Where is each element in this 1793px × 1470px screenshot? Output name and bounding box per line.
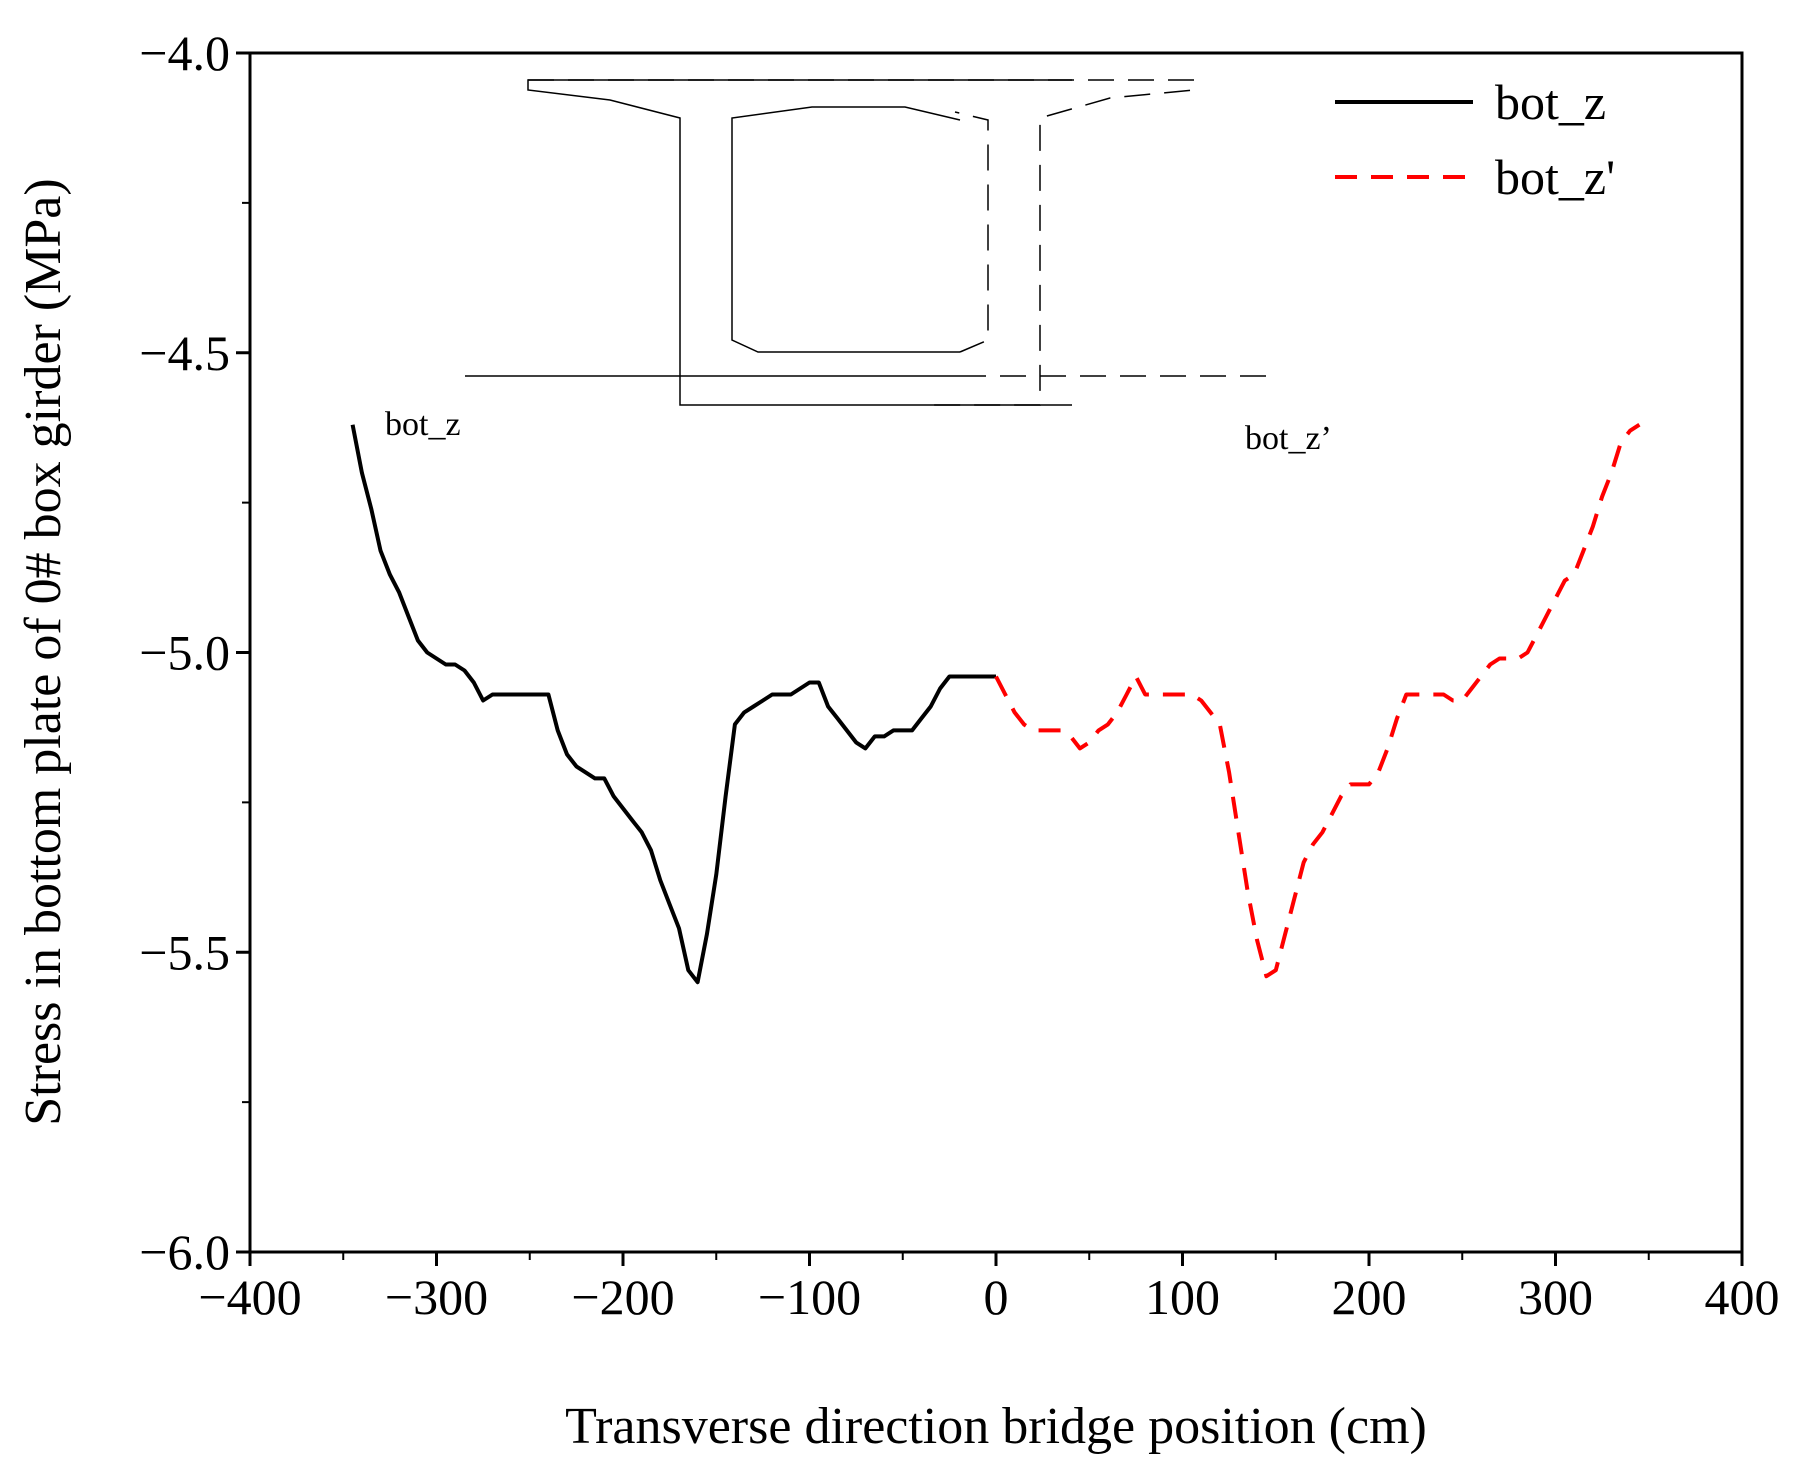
x-tick-label: 400: [1705, 1269, 1780, 1325]
x-tick-label: −100: [758, 1269, 861, 1325]
series-layer: [350, 423, 1641, 985]
legend-label-bot-z-prime: bot_z': [1495, 149, 1615, 205]
series-line-bot-z-prime: [994, 423, 1641, 979]
section-right-dashed: [528, 79, 1270, 406]
legend-label-bot-z: bot_z: [1495, 74, 1606, 130]
y-tick-label: −5.0: [139, 625, 230, 681]
y-tick-label: −6.0: [139, 1224, 230, 1280]
x-tick-label: 0: [984, 1269, 1009, 1325]
x-tick-label: −400: [198, 1269, 301, 1325]
section-left-inner-cell: [731, 106, 961, 353]
annotation-bot-z-prime: bot_z’: [1245, 420, 1332, 457]
y-tick-label: −5.5: [139, 924, 230, 980]
x-tick-label: 100: [1145, 1269, 1220, 1325]
section-left-outline: [527, 79, 1072, 406]
y-tick-label: −4.0: [139, 25, 230, 81]
y-tick-label: −4.5: [139, 325, 230, 381]
x-axis: −400 −300 −200 −100 0 100 200 300 400: [198, 1252, 1780, 1325]
series-line-bot-z: [350, 424, 996, 985]
x-tick-label: −200: [571, 1269, 674, 1325]
x-tick-label: −300: [385, 1269, 488, 1325]
y-axis: −4.0 −4.5 −5.0 −5.5 −6.0: [139, 25, 250, 1280]
plot-frame: [248, 51, 1744, 1254]
y-axis-title: Stress in bottom plate of 0# box girder …: [15, 178, 72, 1125]
legend: bot_z bot_z': [1335, 74, 1615, 205]
x-axis-title: Transverse direction bridge position (cm…: [565, 1398, 1427, 1455]
x-tick-label: 200: [1332, 1269, 1407, 1325]
box-girder-cross-section-sketch: [465, 79, 1270, 406]
x-tick-label: 300: [1518, 1269, 1593, 1325]
annotation-bot-z: bot_z: [385, 406, 461, 443]
